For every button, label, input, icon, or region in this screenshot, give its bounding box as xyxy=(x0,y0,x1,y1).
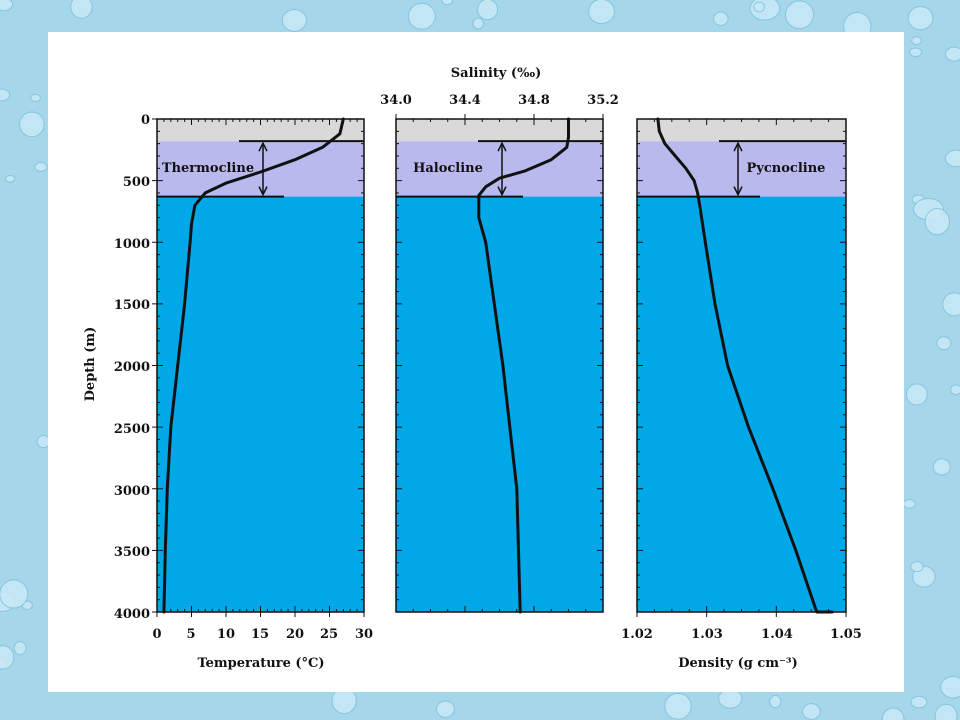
water-droplet xyxy=(0,579,29,609)
water-droplet xyxy=(950,384,960,396)
water-droplet xyxy=(4,174,16,183)
temperature-layer-surface xyxy=(157,119,364,142)
arrow-head-down xyxy=(258,186,268,197)
depth-tick-labels: 0 500 1000 1500 2000 2500 3000 3500 4000 xyxy=(114,113,150,622)
water-droplet xyxy=(905,383,928,406)
temperature-tick-label: 10 xyxy=(217,627,235,642)
temperature-tick-label: 20 xyxy=(286,627,304,642)
water-droplet xyxy=(911,36,922,46)
water-droplet xyxy=(472,17,484,30)
depth-tick-label: 4000 xyxy=(114,607,150,622)
water-droplet xyxy=(13,640,27,656)
water-droplet xyxy=(942,292,960,317)
density-tick-labels: 1.02 1.03 1.04 1.05 xyxy=(621,627,862,642)
water-droplet xyxy=(910,561,924,573)
depth-tick-label: 2000 xyxy=(114,360,150,375)
water-droplet xyxy=(70,0,93,19)
density-tick-label: 1.04 xyxy=(761,627,793,642)
water-droplet xyxy=(30,93,41,103)
water-droplet xyxy=(924,207,950,236)
temperature-panel xyxy=(152,117,365,617)
water-droplet xyxy=(713,11,729,26)
arrow-head-down xyxy=(497,186,507,197)
water-droplet xyxy=(881,707,905,720)
water-droplet xyxy=(407,2,436,30)
salinity-panel xyxy=(395,114,604,614)
water-droplet xyxy=(0,0,14,12)
water-droplet xyxy=(910,695,928,709)
salinity-tick-label: 34.8 xyxy=(518,93,550,108)
arrow-head-up xyxy=(258,141,268,152)
depth-tick-label: 0 xyxy=(141,113,150,128)
temperature-axis-title: Temperature (°C) xyxy=(197,656,324,671)
pycnocline-label: Pycnocline xyxy=(747,161,826,176)
depth-tick-label: 3000 xyxy=(114,484,150,499)
halocline-label: Halocline xyxy=(413,161,483,176)
thermocline-label: Thermocline xyxy=(162,161,254,176)
arrow-head-up xyxy=(497,141,507,152)
density-panel xyxy=(636,117,847,617)
density-profile-line xyxy=(656,117,834,614)
temperature-tick-label: 5 xyxy=(186,627,195,642)
water-droplet xyxy=(784,0,815,30)
temperature-tick-label: 0 xyxy=(152,627,161,642)
water-droplet xyxy=(0,88,11,102)
temperature-tick-label: 30 xyxy=(355,627,373,642)
depth-tick-label: 500 xyxy=(123,175,150,190)
water-droplet xyxy=(945,46,960,62)
salinity-layer-deep xyxy=(396,196,603,612)
density-axis-title: Density (g cm⁻³) xyxy=(678,656,797,671)
salinity-tick-labels: 34.0 34.4 34.8 35.2 xyxy=(380,93,619,108)
water-droplet xyxy=(934,703,958,720)
water-droplet xyxy=(753,1,765,13)
depth-tick-label: 1000 xyxy=(114,237,150,252)
temperature-layer-deep xyxy=(157,196,364,612)
temperature-tick-label: 15 xyxy=(251,627,269,642)
water-droplet xyxy=(441,0,454,6)
depth-tick-label: 1500 xyxy=(114,298,150,313)
water-droplet xyxy=(281,8,307,32)
temperature-tick-labels: 0 5 10 15 20 25 30 xyxy=(152,627,373,642)
water-droplet xyxy=(19,111,45,138)
water-droplet xyxy=(588,0,615,25)
water-droplet xyxy=(802,703,821,720)
water-droplet xyxy=(436,700,455,718)
salinity-layer-surface xyxy=(396,119,603,142)
depth-axis-title: Depth (m) xyxy=(83,327,98,402)
water-droplet xyxy=(907,6,934,31)
salinity-tick-label: 35.2 xyxy=(587,93,619,108)
density-layer-surface xyxy=(637,119,846,142)
water-droplet xyxy=(769,694,782,709)
water-droplet xyxy=(477,0,499,21)
water-droplet xyxy=(34,162,48,172)
temperature-profile-line xyxy=(162,117,345,614)
salinity-tick-label: 34.4 xyxy=(449,93,481,108)
salinity-axis-title: Salinity (‰) xyxy=(451,66,541,81)
density-tick-label: 1.03 xyxy=(691,627,723,642)
arrow-head-down xyxy=(733,186,743,197)
temperature-layer-cline xyxy=(157,141,364,197)
density-tick-label: 1.05 xyxy=(830,627,862,642)
density-tick-label: 1.02 xyxy=(621,627,653,642)
depth-tick-label: 2500 xyxy=(114,422,150,437)
water-droplet xyxy=(932,458,951,476)
water-droplet xyxy=(944,149,960,168)
depth-tick-label: 3500 xyxy=(114,545,150,560)
water-droplet xyxy=(940,675,960,699)
temperature-tick-label: 25 xyxy=(320,627,338,642)
arrow-head-up xyxy=(733,141,743,152)
water-droplet xyxy=(664,692,692,720)
water-droplet xyxy=(909,47,923,58)
salinity-tick-label: 34.0 xyxy=(380,93,412,108)
salinity-layer-cline xyxy=(396,141,603,197)
water-droplet xyxy=(0,645,15,670)
salinity-profile-line xyxy=(477,117,570,614)
water-droplet xyxy=(936,336,952,351)
